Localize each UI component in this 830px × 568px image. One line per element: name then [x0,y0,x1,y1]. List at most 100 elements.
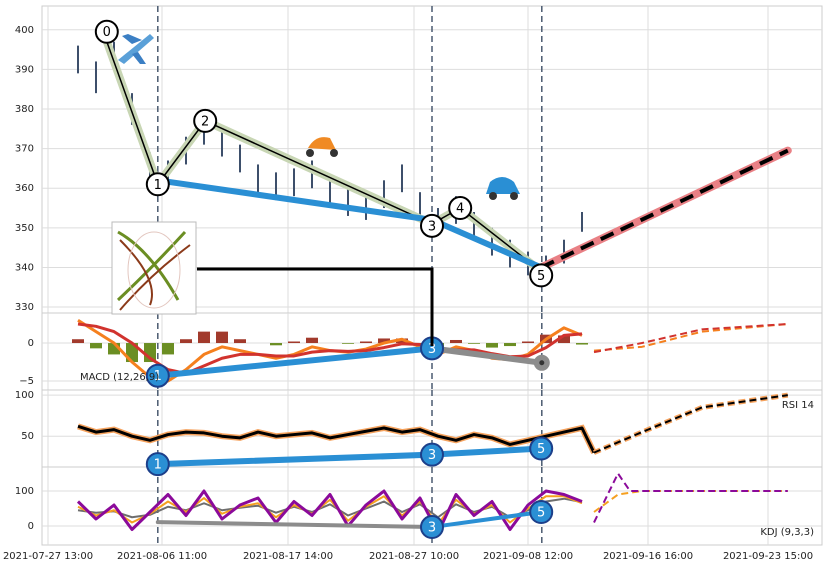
scooter-wheel [330,149,338,157]
decorations [111,34,520,346]
histogram-bar [180,339,192,344]
histogram-bar [378,338,390,344]
series-line [593,394,788,454]
histogram-bar [288,341,300,344]
histogram-bar [558,335,570,344]
histogram-bar [216,331,228,344]
connector [197,267,434,346]
wave-marker [420,213,444,238]
annotation-line [155,520,434,530]
y-tick-label: −5 [19,376,34,387]
series-line [76,489,583,535]
panel-label: KDJ (9,3,3) [760,527,814,538]
histogram-bar [234,339,246,344]
car-wheel [489,192,497,200]
histogram-bar [108,343,120,355]
wave-label: 5 [537,269,545,284]
plane-icon [118,34,154,64]
histogram-bar [162,343,174,355]
y-tick-label: 50 [21,431,34,442]
histogram-bar [468,343,480,344]
x-tick-label: 2021-09-16 16:00 [603,551,693,562]
histogram-bar [72,339,84,344]
wave-label: 1 [154,369,162,384]
annotation-line [154,345,435,379]
inset-stroke [119,239,191,311]
histogram-bar [270,343,282,346]
annotation-line [429,345,545,366]
car-wheel [510,192,518,200]
annotation-line [430,510,544,530]
wave-label: 2 [201,114,209,129]
x-tick-label: 2021-09-08 12:00 [483,551,573,562]
wave-label: 1 [154,178,162,193]
histogram-bar [576,343,588,345]
inset-picture [111,221,197,315]
histogram-bar [198,331,210,344]
wave-label: 4 [456,202,464,217]
y-tick-label: 390 [15,64,34,75]
wave-marker [193,108,218,133]
y-tick-label: 360 [15,183,34,194]
y-tick-label: 0 [28,521,34,532]
car-icon [486,177,520,200]
inset-stroke [116,230,187,302]
histogram-bar [360,341,372,344]
plane-wing [122,34,146,64]
histogram-bar [486,343,498,348]
wave-marker [145,363,170,388]
wave-label: 3 [428,521,436,536]
histogram-bar [450,339,462,344]
series-line [593,323,788,354]
y-tick-label: 100 [15,486,34,497]
panel-label: MACD (12,26,9) [80,372,159,383]
wave-marker [529,500,554,525]
x-tick-label: 2021-07-27 13:00 [3,551,93,562]
series-line [593,472,788,523]
wave-marker [448,196,473,221]
histogram-bar [504,343,516,347]
wave-marker [420,442,444,467]
y-tick-label: 350 [15,223,34,234]
x-tick-label: 2021-08-06 11:00 [117,551,207,562]
scooter-wheel [306,149,314,157]
y-tick-label: 330 [15,302,34,313]
histogram-bar [306,337,318,344]
annotation-line-core [106,41,542,272]
x-tick-label: 2021-09-23 15:00 [723,551,813,562]
wave-label: 1 [154,458,162,473]
car-body [486,177,520,194]
y-tick-label: 340 [15,262,34,273]
marker-dot-center [539,360,545,366]
wave-marker [145,172,170,197]
y-tick-label: 380 [15,104,34,115]
wave-label: 5 [537,506,545,521]
wave-label: 3 [428,448,436,463]
y-tick-label: 0 [28,338,34,349]
scooter-icon [306,137,338,157]
y-tick-label: 100 [15,390,34,401]
x-tick-label: 2021-08-27 10:00 [369,551,459,562]
series-line [77,424,596,454]
histogram-bar [522,341,534,344]
inset-ellipse [127,231,181,309]
histogram-bar [90,343,102,349]
wave-label: 3 [428,219,436,234]
plane-body [118,34,154,64]
histogram-bar [342,343,354,344]
wave-label: 0 [103,25,111,40]
panel-label: RSI 14 [782,400,814,411]
scooter-body [308,137,336,150]
wave-label: 3 [428,342,436,357]
series-line [593,323,788,352]
wave-marker [94,19,119,44]
x-tick-label: 2021-08-17 14:00 [243,551,333,562]
wave-marker [529,436,554,461]
y-tick-label: 400 [15,25,34,36]
wave-label: 5 [537,442,545,457]
y-tick-label: 370 [15,144,34,155]
annotation-line-core [540,148,789,270]
wave-marker [420,515,444,540]
